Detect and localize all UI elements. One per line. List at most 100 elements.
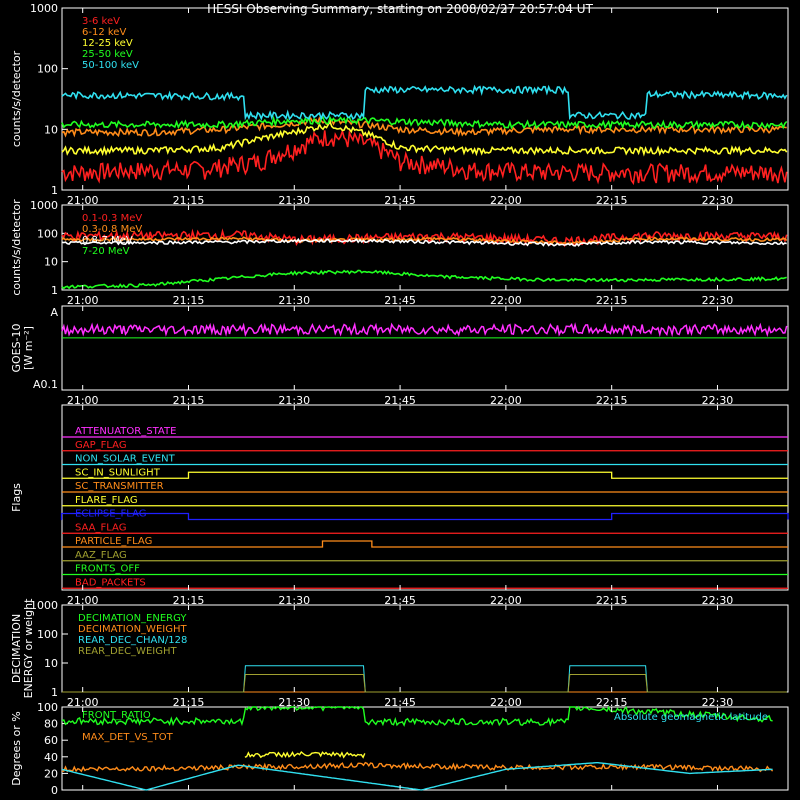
- flag-label: ATTENUATOR_STATE: [75, 426, 176, 437]
- y-tick-label: 1: [51, 284, 58, 297]
- x-tick-label: 22:30: [702, 294, 734, 307]
- flag-label: PARTICLE_FLAG: [75, 536, 152, 547]
- x-tick-label: 21:00: [67, 194, 99, 207]
- legend-entry: DECIMATION_WEIGHT: [78, 624, 187, 635]
- x-tick-label: 21:15: [173, 696, 205, 709]
- y-tick-label: 1000: [30, 599, 58, 612]
- y-tick-label: 60: [44, 734, 58, 747]
- legend-entry: 0.8-7 MeV: [82, 235, 133, 246]
- x-tick-label: 21:15: [173, 594, 205, 607]
- y-tick-label: 0: [51, 784, 58, 797]
- y-tick-label: 1: [51, 686, 58, 699]
- y-tick-label: 10: [44, 256, 58, 269]
- series-line: [62, 674, 787, 693]
- series-line: [61, 237, 787, 247]
- x-tick-label: 22:15: [596, 194, 628, 207]
- x-tick-label: 21:30: [278, 594, 310, 607]
- x-tick-label: 22:15: [596, 294, 628, 307]
- flag-label: SAA_FLAG: [75, 522, 126, 533]
- series-line: [61, 762, 773, 791]
- series-line: [61, 84, 788, 121]
- series-line: [61, 321, 788, 338]
- legend-entry: REAR_DEC_WEIGHT: [78, 646, 177, 657]
- flag-line: [62, 540, 788, 548]
- series-line: [61, 116, 787, 138]
- x-tick-label: 21:45: [384, 696, 416, 709]
- y-tick-label: 1000: [30, 2, 58, 15]
- x-tick-label: 21:45: [384, 294, 416, 307]
- legend-entry: 25-50 keV: [82, 49, 133, 60]
- y-tick-label: 100: [37, 227, 58, 240]
- y-tick-label: A0.1: [33, 378, 58, 391]
- x-tick-label: 21:45: [384, 194, 416, 207]
- series-line: [62, 665, 787, 693]
- x-tick-label: 22:00: [490, 394, 522, 407]
- series-line: [61, 761, 774, 773]
- y-tick-label: 100: [37, 628, 58, 641]
- series-line: [61, 235, 788, 245]
- y-axis-label: DECIMATION: [10, 614, 23, 683]
- x-tick-label: 21:00: [67, 394, 99, 407]
- y-tick-label: 80: [44, 718, 58, 731]
- y-axis-label: counts/s/detector: [10, 50, 23, 147]
- y-axis-label-2: ENERGY or weight: [22, 598, 35, 698]
- series-line: [61, 128, 788, 186]
- flag-label: FRONTS_OFF: [75, 564, 140, 575]
- x-tick-label: 22:30: [702, 194, 734, 207]
- y-tick-label: 1: [51, 184, 58, 197]
- y-axis-label: Degrees or %: [10, 711, 23, 785]
- series-line: [61, 119, 788, 157]
- flag-label: SC_TRANSMITTER: [75, 481, 164, 492]
- series-line: [61, 705, 773, 727]
- flag-label: FLARE_FLAG: [75, 495, 138, 506]
- series-line: [61, 115, 788, 131]
- x-tick-label: 21:30: [278, 394, 310, 407]
- y-tick-label: 10: [44, 657, 58, 670]
- y-axis-label: GOES-10: [10, 323, 23, 372]
- x-tick-label: 22:15: [596, 594, 628, 607]
- y-tick-label: 20: [44, 767, 58, 780]
- legend-entry: 7-20 MeV: [82, 246, 130, 257]
- y-tick-label: 100: [37, 701, 58, 714]
- series-line: [61, 228, 788, 248]
- x-tick-label: 21:15: [173, 194, 205, 207]
- y-axis-label-2: [W m⁻²]: [22, 326, 35, 370]
- x-tick-label: 21:00: [67, 696, 99, 709]
- series-line: [61, 269, 787, 290]
- legend-entry: FRONT_RATIO: [82, 710, 151, 721]
- flag-label: NON_SOLAR_EVENT: [75, 454, 176, 465]
- x-tick-label: 22:00: [490, 696, 522, 709]
- y-tick-label: 10: [44, 123, 58, 136]
- y-tick-label: A: [50, 306, 58, 319]
- y-axis-label: Flags: [10, 483, 23, 512]
- panel-frame-1: [61, 7, 789, 191]
- legend-entry: 6-12 keV: [82, 27, 126, 38]
- legend-entry: MAX_DET_VS_TOT: [82, 732, 174, 743]
- panel-frame-6: [61, 706, 789, 791]
- x-tick-label: 22:30: [702, 696, 734, 709]
- flag-line: [60, 512, 789, 521]
- legend-entry: 0.1-0.3 MeV: [82, 213, 142, 224]
- flag-label: AAZ_FLAG: [75, 550, 127, 561]
- x-tick-label: 22:00: [490, 294, 522, 307]
- y-tick-label: 1000: [30, 199, 58, 212]
- x-tick-label: 21:30: [278, 294, 310, 307]
- x-tick-label: 21:30: [278, 696, 310, 709]
- x-tick-label: 22:00: [490, 594, 522, 607]
- x-tick-label: 22:30: [702, 394, 734, 407]
- panel-frame-3: [61, 305, 789, 391]
- x-tick-label: 21:15: [173, 294, 205, 307]
- legend-entry: 12-25 keV: [82, 38, 133, 49]
- legend-entry: 3-6 keV: [82, 16, 120, 27]
- legend-entry: Absolute geomagnetic latitude: [614, 712, 768, 723]
- legend-entry: 50-100 keV: [82, 60, 139, 71]
- x-tick-label: 21:30: [278, 194, 310, 207]
- panel-frame-4: [61, 404, 789, 591]
- legend-entry: DECIMATION_ENERGY: [78, 613, 187, 624]
- x-tick-label: 22:30: [702, 594, 734, 607]
- flag-label: GAP_FLAG: [75, 440, 127, 451]
- panel-frame-2: [61, 204, 789, 291]
- legend-entry: 0.3-0.8 MeV: [82, 224, 142, 235]
- y-axis-label: counts/s/detector: [10, 199, 23, 296]
